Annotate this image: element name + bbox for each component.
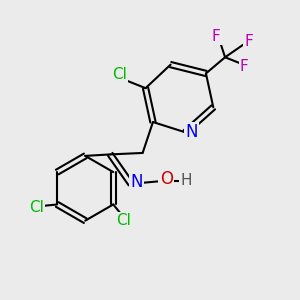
Text: N: N [186,123,198,141]
Text: F: F [212,29,220,44]
Text: F: F [240,58,249,74]
Text: Cl: Cl [112,68,127,82]
Text: N: N [130,173,143,191]
Text: F: F [244,34,253,49]
Text: H: H [180,173,192,188]
Text: Cl: Cl [29,200,44,215]
Text: O: O [160,169,173,188]
Text: Cl: Cl [116,213,131,228]
